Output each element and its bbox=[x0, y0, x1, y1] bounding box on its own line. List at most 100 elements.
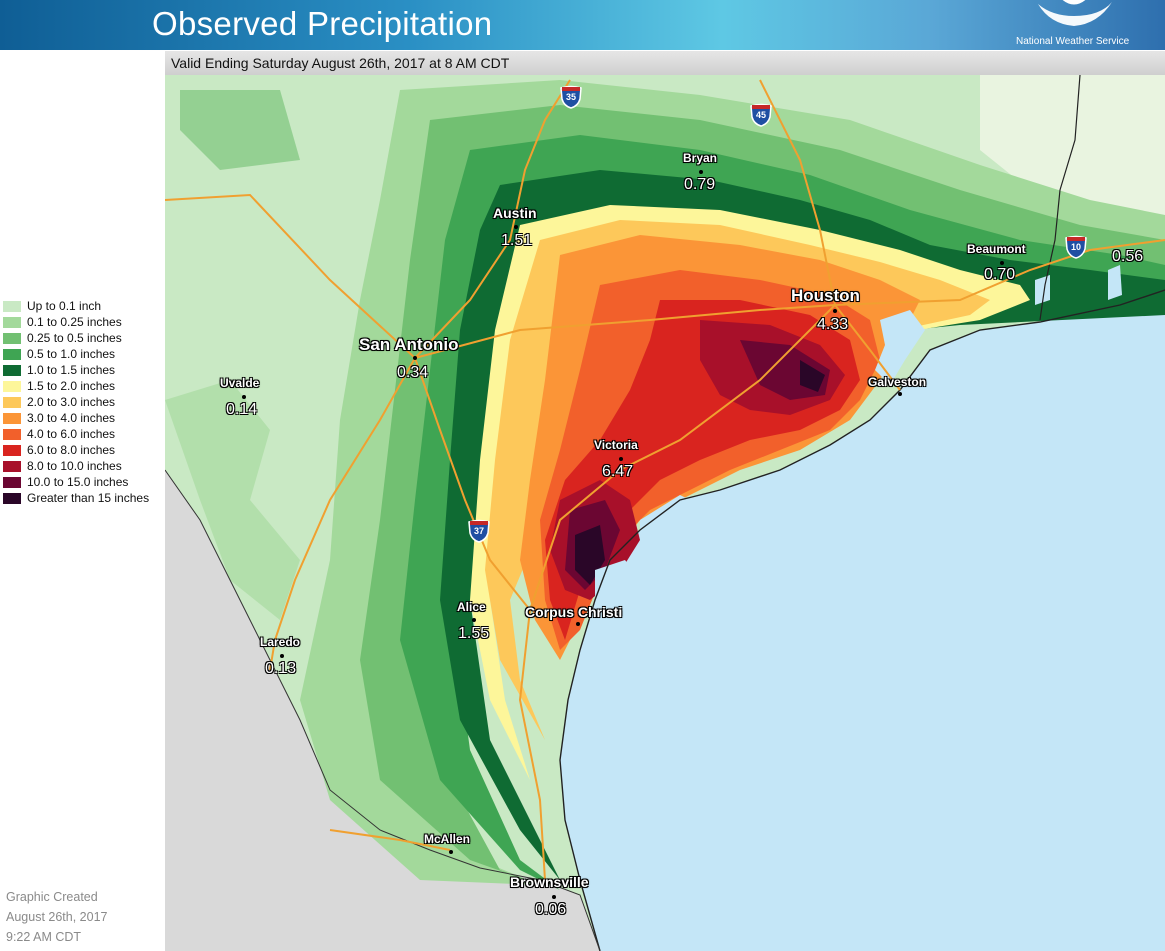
highway-i45 bbox=[759, 79, 901, 391]
legend-row: 1.0 to 1.5 inches bbox=[3, 362, 149, 378]
legend-swatch bbox=[3, 412, 21, 424]
legend-label: 4.0 to 6.0 inches bbox=[27, 427, 116, 441]
legend: Up to 0.1 inch 0.1 to 0.25 inches 0.25 to … bbox=[3, 298, 149, 506]
west-mottling bbox=[165, 380, 300, 620]
highway-south-valley bbox=[518, 609, 546, 881]
city-label-mcallen: McAllen bbox=[424, 832, 471, 846]
legend-swatch bbox=[3, 460, 21, 472]
legend-swatch bbox=[3, 348, 21, 360]
legend-row: 0.1 to 0.25 inches bbox=[3, 314, 149, 330]
north-mottling bbox=[180, 90, 300, 170]
matagorda-bay bbox=[640, 495, 700, 550]
laredo-dot bbox=[280, 654, 284, 658]
interstate-45-shield-icon: 45 bbox=[750, 103, 772, 127]
legend-row: 0.25 to 0.5 inches bbox=[3, 330, 149, 346]
city-label-houston: Houston bbox=[791, 286, 860, 305]
city-label-corpus-christi: Corpus Christi bbox=[525, 604, 623, 620]
east-lake bbox=[1108, 265, 1122, 300]
interstate-10-shield-icon: 10 bbox=[1065, 235, 1087, 259]
legend-row: 10.0 to 15.0 inches bbox=[3, 474, 149, 490]
gulf-water bbox=[560, 290, 1165, 951]
bryan-dot bbox=[699, 170, 703, 174]
interstate-10-label: 10 bbox=[1070, 242, 1081, 252]
legend-swatch bbox=[3, 364, 21, 376]
highway-west-valley bbox=[329, 829, 451, 851]
city-label-alice: Alice bbox=[457, 600, 486, 614]
interstate-35-label: 35 bbox=[565, 92, 576, 102]
nws-logo-icon bbox=[1038, 0, 1112, 26]
legend-label: 0.25 to 0.5 inches bbox=[27, 331, 122, 345]
legend-swatch bbox=[3, 428, 21, 440]
value-laredo: 0.13 bbox=[265, 660, 297, 677]
value-san-antonio: 0.34 bbox=[397, 364, 429, 381]
legend-row: Up to 0.1 inch bbox=[3, 298, 149, 314]
header-banner: Observed Precipitation National Weather … bbox=[0, 0, 1165, 50]
valid-time-bar: Valid Ending Saturday August 26th, 2017 … bbox=[165, 51, 1165, 75]
interstate-45-label: 45 bbox=[755, 110, 766, 120]
created-line-1: Graphic Created bbox=[6, 890, 98, 904]
legend-label: 1.5 to 2.0 inches bbox=[27, 379, 116, 393]
san-antonio-dot bbox=[413, 356, 417, 360]
beaumont-dot bbox=[1000, 261, 1004, 265]
legend-label: 3.0 to 4.0 inches bbox=[27, 411, 116, 425]
city-label-beaumont: Beaumont bbox=[967, 242, 1026, 256]
legend-label: 0.5 to 1.0 inches bbox=[27, 347, 116, 361]
left-panel bbox=[0, 50, 165, 951]
value-brownsville: 0.06 bbox=[535, 901, 567, 918]
city-label-galveston: Galveston bbox=[868, 375, 927, 389]
value-austin: 1.51 bbox=[501, 232, 533, 249]
value-uvalde: 0.14 bbox=[226, 401, 258, 418]
legend-swatch bbox=[3, 300, 21, 312]
interstate-35-shield-icon: 35 bbox=[560, 85, 582, 109]
legend-label: Greater than 15 inches bbox=[27, 491, 150, 505]
value-east: 0.56 bbox=[1112, 248, 1144, 265]
highway-us59 bbox=[529, 304, 836, 611]
highway-i35-north bbox=[414, 79, 571, 359]
legend-swatch bbox=[3, 316, 21, 328]
mcallen-dot bbox=[449, 850, 453, 854]
legend-row: 3.0 to 4.0 inches bbox=[3, 410, 149, 426]
created-info: Graphic Created August 26th, 2017 9:22 A… bbox=[6, 887, 107, 947]
interstate-37-shield-icon: 37 bbox=[468, 519, 490, 543]
galveston-bay bbox=[875, 310, 925, 385]
legend-row: 6.0 to 8.0 inches bbox=[3, 442, 149, 458]
houston-dot bbox=[833, 309, 837, 313]
rio-grande-border bbox=[165, 469, 601, 951]
city-label-uvalde: Uvalde bbox=[220, 376, 260, 390]
victoria-dot bbox=[619, 457, 623, 461]
legend-row: 2.0 to 3.0 inches bbox=[3, 394, 149, 410]
created-line-2: August 26th, 2017 bbox=[6, 910, 108, 924]
legend-label: 1.0 to 1.5 inches bbox=[27, 363, 116, 377]
legend-label: 6.0 to 8.0 inches bbox=[27, 443, 116, 457]
value-bryan: 0.79 bbox=[684, 176, 716, 193]
value-houston: 4.33 bbox=[817, 316, 849, 333]
highway-i35-south bbox=[269, 357, 416, 671]
city-label-bryan: Bryan bbox=[683, 151, 718, 165]
legend-label: 10.0 to 15.0 inches bbox=[27, 475, 129, 489]
city-label-brownsville: Brownsville bbox=[510, 874, 589, 890]
legend-label: 2.0 to 3.0 inches bbox=[27, 395, 116, 409]
value-victoria: 6.47 bbox=[602, 463, 634, 480]
highway-i10-west bbox=[165, 193, 416, 359]
legend-swatch bbox=[3, 380, 21, 392]
valid-time-text: Valid Ending Saturday August 26th, 2017 … bbox=[171, 55, 510, 71]
value-alice: 1.55 bbox=[458, 625, 490, 642]
city-label-laredo: Laredo bbox=[260, 635, 301, 649]
coastline bbox=[559, 289, 1165, 951]
band-over-15 bbox=[575, 360, 825, 585]
legend-swatch bbox=[3, 332, 21, 344]
city-label-victoria: Victoria bbox=[594, 438, 638, 452]
legend-swatch bbox=[3, 396, 21, 408]
legend-swatch bbox=[3, 444, 21, 456]
legend-swatch bbox=[3, 476, 21, 488]
legend-label: 0.1 to 0.25 inches bbox=[27, 315, 122, 329]
legend-swatch bbox=[3, 492, 21, 504]
value-beaumont: 0.70 bbox=[984, 266, 1016, 283]
alice-dot bbox=[472, 618, 476, 622]
precipitation-map[interactable] bbox=[165, 75, 1165, 951]
corpus-dot bbox=[576, 622, 580, 626]
city-label-san-antonio: San Antonio bbox=[359, 335, 459, 354]
highways bbox=[165, 79, 1165, 881]
city-label-austin: Austin bbox=[493, 205, 537, 221]
legend-row: 8.0 to 10.0 inches bbox=[3, 458, 149, 474]
